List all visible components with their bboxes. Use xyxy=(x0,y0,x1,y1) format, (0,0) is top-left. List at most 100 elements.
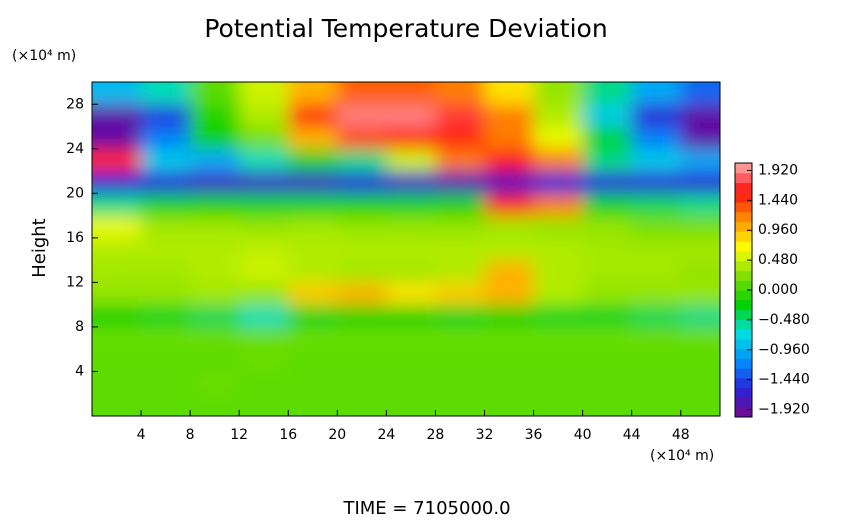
y-tick-label: 4 xyxy=(75,363,84,379)
colorbar-label: −1.440 xyxy=(758,372,810,388)
cell xyxy=(680,326,720,350)
cell xyxy=(239,126,289,150)
cell xyxy=(435,126,485,150)
cell xyxy=(92,304,142,328)
cell xyxy=(680,282,720,306)
cell xyxy=(631,349,682,372)
cell xyxy=(533,215,584,239)
cell xyxy=(484,126,535,150)
cell xyxy=(337,193,387,217)
cell xyxy=(484,282,535,306)
cell xyxy=(484,237,535,261)
cell xyxy=(141,282,191,306)
cell xyxy=(631,148,682,172)
y-tick-label: 12 xyxy=(66,274,84,290)
cell xyxy=(435,304,485,328)
y-tick-label: 20 xyxy=(66,185,84,201)
cell xyxy=(631,326,682,350)
colorbar-step xyxy=(735,280,752,291)
colorbar-label: 1.920 xyxy=(758,162,798,178)
y-tick-label: 28 xyxy=(66,96,84,112)
cell xyxy=(680,393,720,416)
colorbar-step xyxy=(735,250,752,262)
cell xyxy=(239,371,289,395)
colorbar-step xyxy=(735,260,752,271)
cell xyxy=(435,171,485,194)
colorbar-step xyxy=(735,221,752,232)
cell xyxy=(190,126,240,150)
cell xyxy=(92,215,142,239)
cell xyxy=(92,349,142,372)
field xyxy=(92,82,720,416)
colorbar-label: 0.480 xyxy=(758,252,798,268)
x-unit: (×10⁴ m) xyxy=(650,448,714,464)
cell xyxy=(239,171,289,194)
cell xyxy=(484,371,535,395)
cell xyxy=(386,82,436,105)
cell xyxy=(582,193,633,217)
cell xyxy=(533,304,584,328)
colorbar-label: 1.440 xyxy=(758,192,798,208)
cell xyxy=(337,349,387,372)
cell xyxy=(92,104,142,128)
cell xyxy=(435,215,485,239)
cell xyxy=(533,82,584,105)
cell xyxy=(141,349,191,372)
cell xyxy=(582,82,633,105)
cell xyxy=(92,371,142,395)
cell xyxy=(239,260,289,283)
x-tick-label: 24 xyxy=(377,427,395,443)
colorbar-step xyxy=(735,172,752,184)
x-tick-label: 32 xyxy=(476,427,494,443)
cell xyxy=(533,171,584,194)
cell xyxy=(337,82,387,105)
chart-title: Potential Temperature Deviation xyxy=(204,14,607,43)
cell xyxy=(239,349,289,372)
cell xyxy=(239,237,289,261)
cell xyxy=(92,237,142,261)
cell xyxy=(141,371,191,395)
cell xyxy=(288,193,338,217)
cell xyxy=(386,126,436,150)
cell xyxy=(386,260,436,283)
colorbar-step xyxy=(735,387,752,398)
cell xyxy=(141,82,191,105)
colorbar-step xyxy=(735,338,752,350)
colorbar-step xyxy=(735,397,752,408)
cell xyxy=(631,260,682,283)
colorbar-label: −1.920 xyxy=(758,402,810,418)
cell xyxy=(239,326,289,350)
cell xyxy=(92,326,142,350)
cell xyxy=(190,349,240,372)
cell xyxy=(288,148,338,172)
cell xyxy=(386,349,436,372)
cell xyxy=(680,349,720,372)
cell xyxy=(337,215,387,239)
cell xyxy=(484,215,535,239)
x-tick-label: 28 xyxy=(427,427,445,443)
cell xyxy=(190,171,240,194)
cell xyxy=(484,393,535,416)
cell xyxy=(190,282,240,306)
cell xyxy=(533,104,584,128)
cell xyxy=(92,148,142,172)
cell xyxy=(141,326,191,350)
cell xyxy=(582,215,633,239)
cell xyxy=(239,82,289,105)
cell xyxy=(533,349,584,372)
cell xyxy=(337,148,387,172)
cell xyxy=(680,126,720,150)
cell xyxy=(141,193,191,217)
y-tick-label: 16 xyxy=(66,230,84,246)
cell xyxy=(680,171,720,194)
cell xyxy=(484,148,535,172)
cell xyxy=(288,126,338,150)
cell xyxy=(92,282,142,306)
cell xyxy=(680,82,720,105)
cell xyxy=(288,349,338,372)
cell xyxy=(386,282,436,306)
colorbar-label: 0.000 xyxy=(758,282,798,298)
cell xyxy=(337,260,387,283)
cell xyxy=(239,193,289,217)
